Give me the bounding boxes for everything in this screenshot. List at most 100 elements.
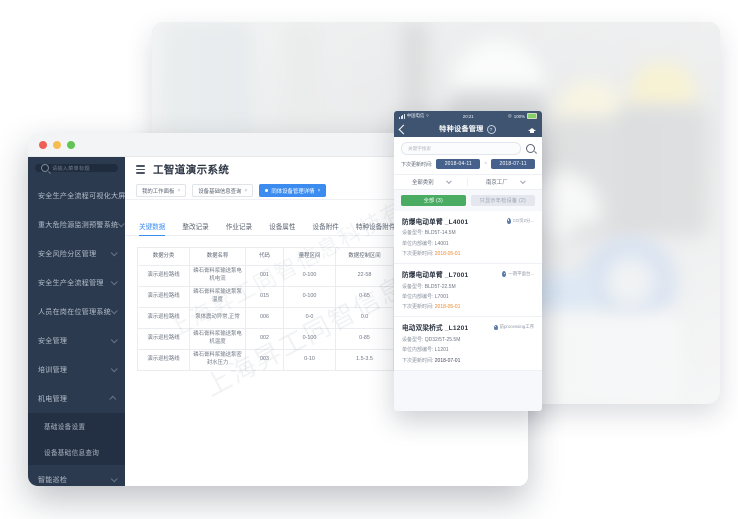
sidebar-item-label: 安全风险分区管理 <box>38 250 97 258</box>
sidebar-item-production-process[interactable]: 安全生产全流程管理 <box>28 268 125 297</box>
device-location-label: CO页2分... <box>512 218 534 223</box>
battery-icon <box>527 113 537 119</box>
phone-navbar: 特种设备管理 ? <box>394 121 542 137</box>
sidebar-subitem-basic-device-settings[interactable]: 基础设备设置 <box>28 413 125 439</box>
window-close-dot[interactable] <box>39 140 47 149</box>
column-header-range: 量程区间 <box>283 247 336 266</box>
sidebar-item-label: 人员在岗在位管理系统 <box>38 308 111 316</box>
sidebar-item-training[interactable]: 培训管理 <box>28 355 125 384</box>
list-item[interactable]: 防爆电动单臂 _L7001 一期平面台... 设备型号: BLD5T-22.5M… <box>394 264 542 318</box>
data-table-wrapper: 数据分类 数据名称 代码 量程区间 数据控制区间 演示巡检路线 <box>125 236 528 371</box>
sidebar-item-hazard-monitoring[interactable]: 重大危险源监测预警系统 <box>28 210 125 239</box>
search-icon[interactable] <box>526 144 535 153</box>
cell-control-range: 0-65 <box>335 286 394 308</box>
key-data-table: 数据分类 数据名称 代码 量程区间 数据控制区间 演示巡检路线 <box>137 247 414 371</box>
close-icon[interactable]: × <box>177 187 181 194</box>
phone-page-title: 特种设备管理 <box>439 126 484 133</box>
list-item-header: 防爆电动单臂 _L7001 一期平面台... <box>402 269 534 279</box>
table-row[interactable]: 演示巡检路线 磷石膏料浆输送泵电机温度 002 0-100 0-85 <box>137 328 414 350</box>
hamburger-icon[interactable] <box>136 165 145 174</box>
device-title: 防爆电动单臂 _L4001 <box>402 219 469 226</box>
sidebar-item-personnel[interactable]: 人员在岗在位管理系统 <box>28 297 125 326</box>
device-next-row: 下次更新时间: 2018-05-01 <box>402 303 534 310</box>
device-model-value: BLD5T-14.5M <box>424 230 456 237</box>
filter-category-dropdown[interactable]: 全部类别 <box>394 175 468 189</box>
column-header-control-range: 数据控制区间 <box>335 247 394 266</box>
list-item[interactable]: 防爆电动单臂 _L4001 CO页2分... 设备型号: BLD5T-14.5M… <box>394 211 542 265</box>
date-start-button[interactable]: 2018-04-11 <box>436 159 481 169</box>
tab-special-device-attachments[interactable]: 特种设备附件 <box>355 224 396 231</box>
sidebar-item-risk-zone[interactable]: 安全风险分区管理 <box>28 239 125 268</box>
tab-operation-records[interactable]: 作业记录 <box>225 224 253 231</box>
phone-search-placeholder: 关键字搜索 <box>408 145 431 151</box>
cell-name: 磷石膏料浆输送泵密封水压力 <box>189 349 246 371</box>
cell-name: 泵体震动异常,正常 <box>189 307 246 329</box>
column-header-category: 数据分类 <box>137 247 190 266</box>
device-title: 电动双梁桥式 _L1201 <box>402 325 469 333</box>
device-code-value: L4001 <box>434 240 449 247</box>
tab-device-attachments[interactable]: 设备附件 <box>312 224 339 231</box>
sidebar-item-safety-management[interactable]: 安全管理 <box>28 326 125 355</box>
sidebar-item-label: 智能巡检 <box>38 476 68 484</box>
chevron-up-icon <box>109 395 117 403</box>
question-mark-icon[interactable]: ? <box>486 124 496 134</box>
device-model-row: 设备型号: QD32/5T-25.5M <box>402 336 534 343</box>
device-title: 防爆电动单臂 _L7001 <box>402 272 469 280</box>
device-code-value: L7001 <box>434 293 449 300</box>
device-code-row: 单位内部编号: L4001 <box>402 240 534 247</box>
sidebar-item-label: 机电管理 <box>38 395 68 403</box>
page-title: 工智道演示系统 <box>153 164 230 176</box>
cell-category: 演示巡检路线 <box>137 328 190 350</box>
device-model-row: 设备型号: BLD5T-14.5M <box>402 229 534 236</box>
window-maximize-dot[interactable] <box>67 140 75 149</box>
sidebar-subitem-device-info-query[interactable]: 设备基础信息查询 <box>28 439 125 465</box>
table-row[interactable]: 演示巡检路线 泵体震动异常,正常 006 0-0 0.0 <box>137 307 414 329</box>
list-item[interactable]: 电动双梁桥式 _L1201 前processing工序 设备型号: QD32/5… <box>394 317 542 371</box>
chevron-down-icon <box>110 249 118 257</box>
device-code-label: 单位内部编号: <box>402 240 434 247</box>
window-minimize-dot[interactable] <box>53 140 61 149</box>
tag-device-management-detail[interactable]: 同体设备管理详情 × <box>259 184 327 197</box>
tag-my-workbench[interactable]: 我的工作面板 × <box>136 184 187 197</box>
sidebar-item-electromechanical[interactable]: 机电管理 <box>28 384 125 413</box>
close-icon[interactable]: × <box>317 187 321 194</box>
phone-search-input[interactable]: 关键字搜索 <box>401 142 521 155</box>
tag-label: 我的工作面板 <box>142 188 175 195</box>
content-tabs: 关键数据 整改记录 作业记录 设备属性 设备附件 特种设备附件 <box>125 200 528 236</box>
tag-device-info-query[interactable]: 设备基础信息查询 × <box>192 184 254 197</box>
chip-annual-inspection-only[interactable]: 只显示年检设备 (2) <box>470 195 535 206</box>
filter-factory-dropdown[interactable]: 南京工厂 <box>468 175 542 189</box>
sidebar-search-input[interactable]: 请输入菜单标题 <box>35 164 118 172</box>
device-model-value: BLD5T-22.5M <box>424 283 456 290</box>
device-model-row: 设备型号: BLD5T-22.5M <box>402 283 534 290</box>
chip-all[interactable]: 全部 (3) <box>401 195 466 206</box>
table-row[interactable]: 演示巡检路线 磷石膏料浆输送泵泵温度 015 0-100 0-65 <box>137 286 414 308</box>
date-end-button[interactable]: 2018-07-11 <box>491 159 535 169</box>
phone-date-range-row: 下次更新时间: 2018-04-11 ~ 2018-07-11 <box>394 159 542 174</box>
sidebar-subitem-label: 基础设备设置 <box>44 424 86 431</box>
tab-device-properties[interactable]: 设备属性 <box>269 224 296 231</box>
phone-device-list: 防爆电动单臂 _L4001 CO页2分... 设备型号: BLD5T-14.5M… <box>394 211 542 371</box>
sidebar-item-label: 安全生产全流程可视化大屏 <box>38 192 125 200</box>
device-next-row: 下次更新时间: 2018-07-01 <box>402 357 534 364</box>
sidebar-item-smart-inspection[interactable]: 智能巡检 <box>28 465 125 486</box>
close-icon[interactable]: × <box>244 187 248 194</box>
cell-code: 006 <box>245 307 284 329</box>
table-row[interactable]: 演示巡检路线 磷石膏料浆输送泵电机电流 001 0-100 22-58 <box>137 265 414 287</box>
cell-code: 015 <box>245 286 284 308</box>
table-row[interactable]: 演示巡检路线 磷石膏料浆输送泵密封水压力 003 0-10 1.5-3.5 <box>137 349 414 371</box>
back-arrow-icon[interactable] <box>398 124 409 134</box>
location-pin-icon <box>502 271 507 277</box>
list-item-header: 防爆电动单臂 _L4001 CO页2分... <box>402 216 534 226</box>
tab-key-data[interactable]: 关键数据 <box>139 221 166 236</box>
table-header-row: 数据分类 数据名称 代码 量程区间 数据控制区间 <box>137 247 414 266</box>
home-icon[interactable] <box>528 125 536 133</box>
sidebar-item-label: 安全管理 <box>38 337 68 345</box>
cell-range: 0-10 <box>283 349 336 371</box>
mobile-panel: 中国电信 ▿ 20:21 ◎ 100% 特种设备管理 ? 关键字搜索 <box>394 111 542 411</box>
device-location: 一期平面台... <box>502 271 534 277</box>
tab-rectification-records[interactable]: 整改记录 <box>182 224 209 231</box>
tag-label: 设备基础信息查询 <box>198 188 242 195</box>
sidebar-item-dashboard[interactable]: 安全生产全流程可视化大屏 <box>28 181 125 210</box>
